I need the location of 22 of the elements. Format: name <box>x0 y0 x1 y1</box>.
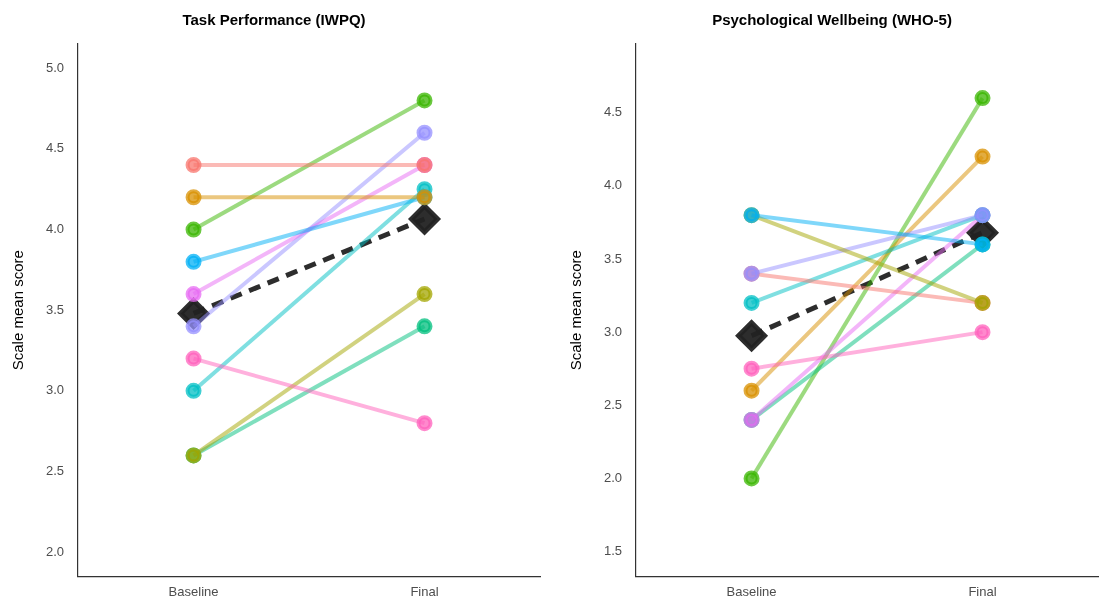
y-tick-label: 5.0 <box>45 59 65 75</box>
y-tick-label: 2.5 <box>45 463 65 479</box>
x-tick-label: Baseline <box>168 583 219 599</box>
y-tick-label: 4.5 <box>603 104 623 120</box>
chart-title: Psychological Wellbeing (WHO-5) <box>712 11 952 29</box>
y-tick-label: 4.0 <box>45 221 65 237</box>
chart-title: Task Performance (IWPQ) <box>182 11 366 29</box>
y-tick-label: 1.5 <box>603 543 623 559</box>
y-tick-label: 3.5 <box>603 250 623 266</box>
y-tick-label: 3.0 <box>603 323 623 339</box>
y-axis-title: Scale mean score <box>9 250 27 371</box>
x-tick-label: Final <box>968 583 997 599</box>
y-tick-label: 3.5 <box>45 301 65 317</box>
y-tick-label: 2.5 <box>603 396 623 412</box>
y-tick-label: 4.0 <box>603 177 623 193</box>
y-tick-label: 4.5 <box>45 140 65 156</box>
y-axis-title: Scale mean score <box>567 250 585 371</box>
x-tick-label: Baseline <box>726 583 777 599</box>
y-tick-label: 2.0 <box>45 543 65 559</box>
y-tick-label: 2.0 <box>603 469 623 485</box>
x-tick-label: Final <box>410 583 439 599</box>
y-tick-label: 3.0 <box>45 382 65 398</box>
